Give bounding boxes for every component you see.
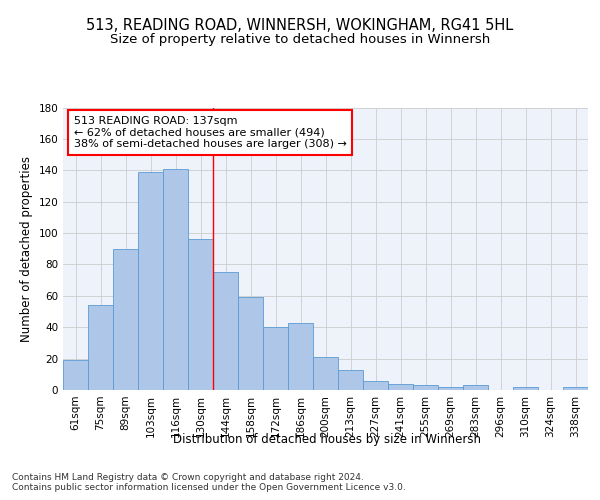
Bar <box>88 305 113 390</box>
Bar <box>213 272 238 390</box>
Text: 513 READING ROAD: 137sqm
← 62% of detached houses are smaller (494)
38% of semi-: 513 READING ROAD: 137sqm ← 62% of detach… <box>74 116 346 149</box>
Bar <box>563 387 588 390</box>
Bar <box>63 360 88 390</box>
Bar <box>413 386 438 390</box>
Bar <box>288 322 313 390</box>
Bar <box>363 380 388 390</box>
Bar <box>313 357 338 390</box>
Text: 513, READING ROAD, WINNERSH, WOKINGHAM, RG41 5HL: 513, READING ROAD, WINNERSH, WOKINGHAM, … <box>86 18 514 32</box>
Text: Contains HM Land Registry data © Crown copyright and database right 2024.
Contai: Contains HM Land Registry data © Crown c… <box>12 472 406 492</box>
Bar <box>463 386 488 390</box>
Bar <box>338 370 363 390</box>
Bar <box>188 240 213 390</box>
Bar <box>238 298 263 390</box>
Bar <box>388 384 413 390</box>
Text: Distribution of detached houses by size in Winnersh: Distribution of detached houses by size … <box>173 432 481 446</box>
Bar <box>438 387 463 390</box>
Bar <box>113 249 138 390</box>
Bar <box>513 387 538 390</box>
Bar <box>263 327 288 390</box>
Y-axis label: Number of detached properties: Number of detached properties <box>20 156 33 342</box>
Bar <box>138 172 163 390</box>
Bar <box>163 168 188 390</box>
Text: Size of property relative to detached houses in Winnersh: Size of property relative to detached ho… <box>110 32 490 46</box>
